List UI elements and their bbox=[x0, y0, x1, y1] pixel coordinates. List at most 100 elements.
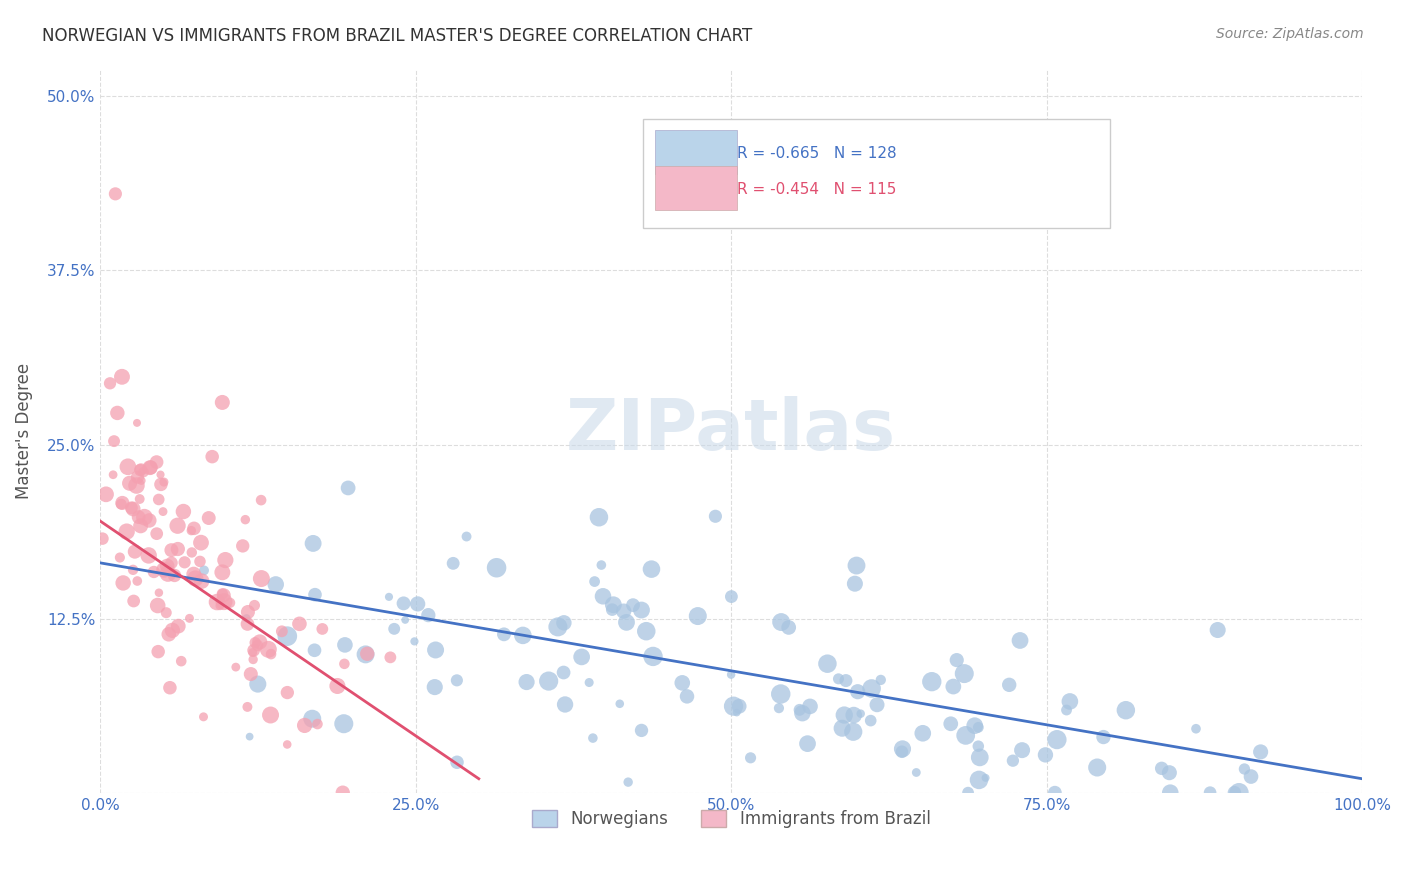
Point bbox=[406, 597, 429, 611]
Point bbox=[1206, 623, 1229, 637]
Point bbox=[145, 526, 167, 541]
Point bbox=[288, 616, 311, 631]
Point bbox=[382, 622, 405, 636]
Point bbox=[294, 718, 316, 732]
Point bbox=[740, 751, 762, 765]
Point bbox=[103, 434, 125, 449]
Y-axis label: Master's Degree: Master's Degree bbox=[15, 362, 32, 499]
Point bbox=[1159, 786, 1181, 800]
Point bbox=[124, 544, 146, 558]
Point bbox=[799, 699, 821, 714]
Point bbox=[276, 629, 298, 643]
Point bbox=[212, 588, 235, 602]
Point bbox=[172, 504, 194, 518]
Point bbox=[242, 652, 264, 666]
Point bbox=[149, 467, 172, 482]
Point bbox=[157, 627, 180, 641]
Point bbox=[235, 611, 257, 625]
Point bbox=[553, 665, 575, 680]
Point bbox=[378, 590, 401, 604]
Point bbox=[115, 524, 138, 539]
Point bbox=[860, 681, 883, 696]
Point bbox=[139, 460, 162, 475]
Point bbox=[139, 460, 162, 475]
Point bbox=[184, 572, 207, 586]
Point bbox=[844, 576, 866, 591]
Point bbox=[159, 681, 181, 695]
Point bbox=[249, 635, 271, 649]
Point bbox=[193, 710, 215, 724]
Point bbox=[146, 599, 169, 613]
Point bbox=[332, 786, 354, 800]
Point bbox=[122, 563, 145, 577]
Point bbox=[193, 563, 215, 577]
Point bbox=[304, 643, 326, 657]
Point bbox=[156, 566, 179, 581]
Point bbox=[725, 706, 748, 720]
Point bbox=[778, 620, 800, 634]
Point bbox=[122, 594, 145, 608]
Point bbox=[1223, 786, 1246, 800]
Point bbox=[967, 739, 990, 754]
Point bbox=[967, 720, 990, 734]
Point bbox=[516, 675, 538, 690]
Point bbox=[201, 450, 224, 464]
Point bbox=[963, 719, 986, 733]
Point bbox=[616, 615, 638, 630]
Point bbox=[720, 667, 742, 681]
Point bbox=[446, 756, 468, 770]
Point bbox=[239, 730, 262, 744]
Point bbox=[163, 568, 186, 582]
Point bbox=[796, 737, 818, 751]
Point bbox=[832, 708, 855, 723]
Text: Source: ZipAtlas.com: Source: ZipAtlas.com bbox=[1216, 27, 1364, 41]
Point bbox=[233, 513, 256, 527]
Point bbox=[302, 536, 325, 550]
Point bbox=[671, 676, 693, 690]
Point bbox=[110, 497, 132, 511]
Point bbox=[582, 731, 605, 745]
Point bbox=[145, 455, 167, 469]
Point bbox=[276, 685, 298, 699]
Point bbox=[578, 675, 600, 690]
Point bbox=[138, 513, 160, 527]
Point bbox=[891, 742, 914, 756]
Point bbox=[845, 558, 868, 573]
Point bbox=[156, 559, 179, 574]
Text: R = -0.454   N = 115: R = -0.454 N = 115 bbox=[737, 182, 897, 197]
Point bbox=[211, 587, 233, 601]
Point bbox=[153, 563, 176, 577]
Point bbox=[214, 553, 236, 567]
Text: NORWEGIAN VS IMMIGRANTS FROM BRAZIL MASTER'S DEGREE CORRELATION CHART: NORWEGIAN VS IMMIGRANTS FROM BRAZIL MAST… bbox=[42, 27, 752, 45]
Point bbox=[859, 714, 882, 728]
Point bbox=[1043, 786, 1066, 800]
Point bbox=[243, 599, 266, 613]
Point bbox=[492, 627, 515, 641]
Point bbox=[512, 628, 534, 642]
Point bbox=[869, 673, 891, 687]
Point bbox=[134, 510, 156, 524]
Point bbox=[831, 721, 853, 735]
Point bbox=[264, 577, 287, 591]
Point bbox=[101, 467, 124, 482]
Point bbox=[969, 750, 991, 764]
Point bbox=[704, 509, 727, 524]
Point bbox=[188, 554, 211, 568]
Point bbox=[640, 562, 662, 576]
Point bbox=[770, 615, 793, 629]
Point bbox=[205, 595, 228, 609]
Point bbox=[112, 576, 135, 591]
Point bbox=[967, 772, 990, 787]
Point bbox=[155, 606, 177, 620]
Point bbox=[104, 186, 127, 201]
Legend: Norwegians, Immigrants from Brazil: Norwegians, Immigrants from Brazil bbox=[524, 804, 938, 835]
Point bbox=[1233, 762, 1256, 776]
Point bbox=[418, 608, 440, 623]
Point bbox=[553, 615, 575, 630]
Point bbox=[1035, 747, 1057, 762]
Point bbox=[905, 765, 928, 780]
Point bbox=[270, 624, 292, 639]
Point bbox=[190, 574, 212, 588]
Point bbox=[117, 459, 139, 474]
Point bbox=[333, 657, 356, 671]
